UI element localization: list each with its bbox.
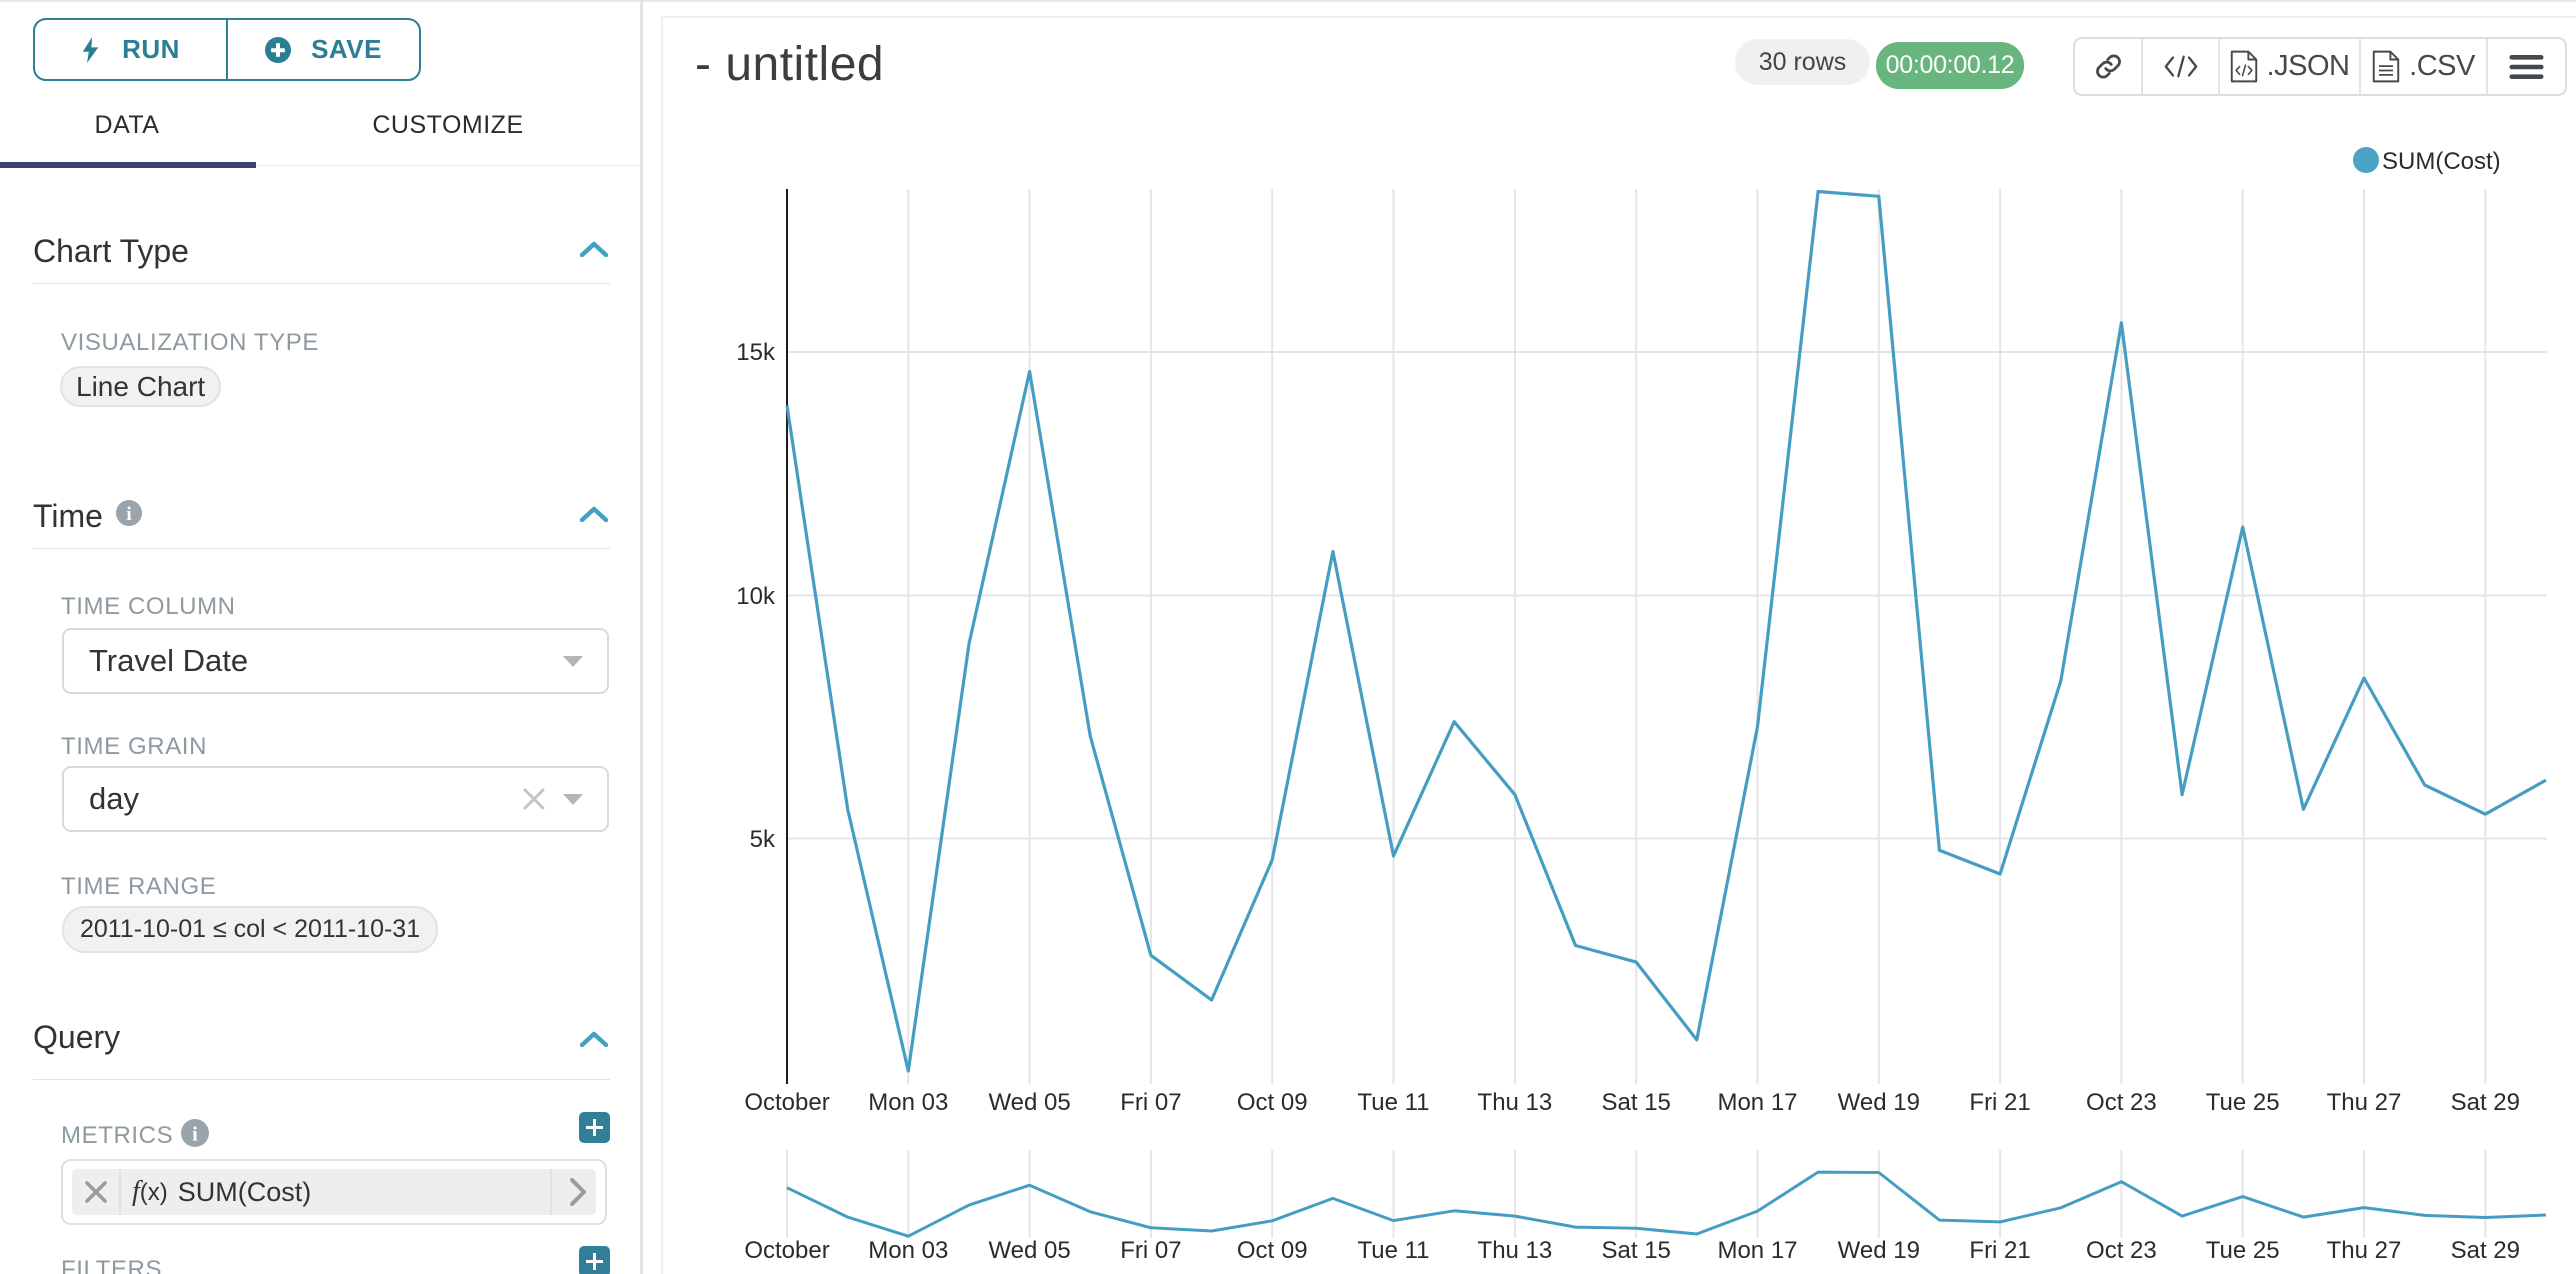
svg-text:Mon 17: Mon 17 (1717, 1237, 1797, 1264)
svg-text:Oct 09: Oct 09 (1237, 1237, 1308, 1264)
svg-text:i: i (192, 1124, 198, 1146)
svg-text:Wed 19: Wed 19 (1838, 1237, 1920, 1264)
svg-text:Oct 23: Oct 23 (2086, 1089, 2157, 1116)
svg-text:Tue 25: Tue 25 (2206, 1089, 2280, 1116)
svg-text:Mon 03: Mon 03 (868, 1089, 948, 1116)
svg-text:Fri 21: Fri 21 (1969, 1089, 2030, 1116)
svg-text:Sat 15: Sat 15 (1602, 1237, 1671, 1264)
svg-text:Mon 03: Mon 03 (868, 1237, 948, 1264)
svg-text:Oct 09: Oct 09 (1237, 1089, 1308, 1116)
svg-text:10k: 10k (736, 583, 776, 610)
svg-text:Tue 11: Tue 11 (1357, 1237, 1429, 1264)
svg-text:Sat 15: Sat 15 (1602, 1089, 1671, 1116)
svg-text:Fri 07: Fri 07 (1120, 1237, 1181, 1264)
svg-text:Sat 29: Sat 29 (2451, 1089, 2520, 1116)
svg-text:Wed 05: Wed 05 (988, 1089, 1070, 1116)
svg-text:October: October (744, 1237, 829, 1264)
svg-text:15k: 15k (736, 339, 776, 366)
svg-text:Tue 11: Tue 11 (1357, 1089, 1429, 1116)
svg-text:Thu 27: Thu 27 (2327, 1089, 2402, 1116)
svg-text:i: i (126, 504, 131, 525)
svg-text:Thu 13: Thu 13 (1478, 1237, 1553, 1264)
svg-text:SUM(Cost): SUM(Cost) (2382, 148, 2501, 175)
svg-text:Sat 29: Sat 29 (2451, 1237, 2520, 1264)
svg-text:October: October (744, 1089, 829, 1116)
svg-text:Mon 17: Mon 17 (1717, 1089, 1797, 1116)
svg-text:Wed 05: Wed 05 (988, 1237, 1070, 1264)
svg-text:Oct 23: Oct 23 (2086, 1237, 2157, 1264)
svg-text:Thu 13: Thu 13 (1478, 1089, 1553, 1116)
svg-text:5k: 5k (750, 826, 776, 853)
svg-text:Thu 27: Thu 27 (2327, 1237, 2402, 1264)
svg-text:Tue 25: Tue 25 (2206, 1237, 2280, 1264)
svg-text:Wed 19: Wed 19 (1838, 1089, 1920, 1116)
svg-text:Fri 21: Fri 21 (1969, 1237, 2030, 1264)
svg-text:Fri 07: Fri 07 (1120, 1089, 1181, 1116)
